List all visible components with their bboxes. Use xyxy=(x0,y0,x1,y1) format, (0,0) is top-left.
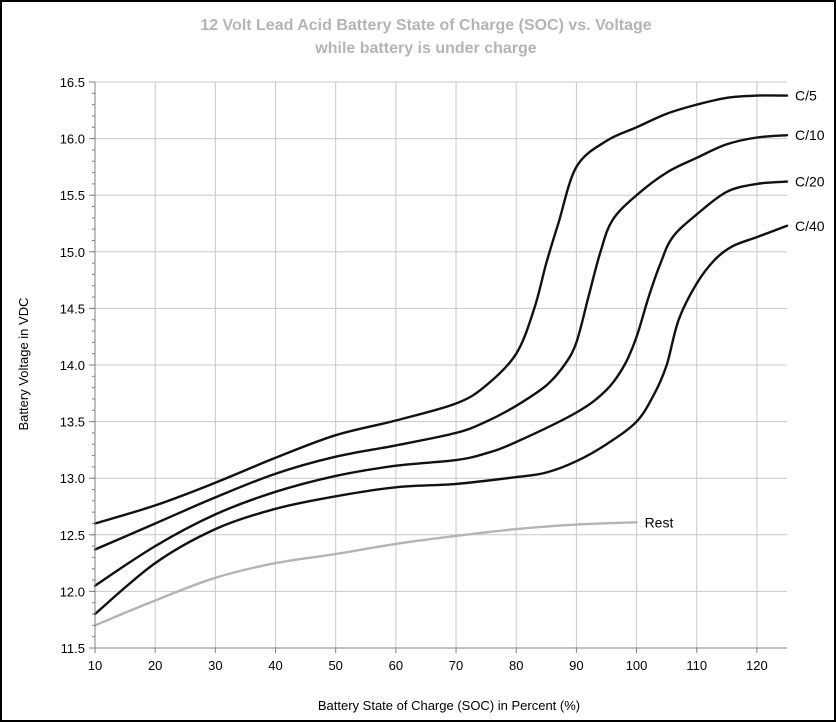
x-tick-label: 120 xyxy=(746,658,768,673)
y-tick-label: 12.5 xyxy=(60,528,85,543)
chart-subtitle: while battery is under charge xyxy=(314,40,537,57)
x-tick-label: 30 xyxy=(208,658,222,673)
series-line-rest xyxy=(93,521,638,627)
x-tick-label: 10 xyxy=(88,658,102,673)
x-tick-label: 80 xyxy=(509,658,523,673)
x-tick-label: 20 xyxy=(148,658,162,673)
series-line-c-20 xyxy=(93,180,789,587)
y-tick-label: 13.5 xyxy=(60,415,85,430)
x-tick-label: 40 xyxy=(268,658,282,673)
y-tick-label: 15.5 xyxy=(60,188,85,203)
y-tick-label: 14.5 xyxy=(60,301,85,316)
x-axis-label: Battery State of Charge (SOC) in Percent… xyxy=(318,698,580,713)
series-line-c-40 xyxy=(93,224,789,616)
series-group: C/5 C/10 C/20 C/40 Rest xyxy=(93,88,825,627)
series-line-c-10 xyxy=(93,134,789,551)
axis-ticks: 10 20 30 40 50 60 70 80 90 100 110 120 11.5 12.0 12.5 1… xyxy=(60,75,768,673)
y-tick-label: 16.0 xyxy=(60,132,85,147)
axes xyxy=(94,82,787,649)
series-label-c-5: C/5 xyxy=(795,88,817,104)
y-tick-label: 15.0 xyxy=(60,245,85,260)
series-label-c-40: C/40 xyxy=(795,218,825,234)
series-label-c-10: C/10 xyxy=(795,127,825,143)
grid xyxy=(94,81,787,649)
y-tick-label: 16.5 xyxy=(60,75,85,90)
y-tick-label: 14.0 xyxy=(60,358,85,373)
x-tick-label: 90 xyxy=(569,658,583,673)
x-tick-label: 100 xyxy=(626,658,648,673)
x-tick-label: 70 xyxy=(449,658,463,673)
series-label-c-20: C/20 xyxy=(795,174,825,190)
x-tick-label: 60 xyxy=(389,658,403,673)
chart-title: 12 Volt Lead Acid Battery State of Charg… xyxy=(200,17,651,34)
y-tick-label: 11.5 xyxy=(61,641,85,656)
x-tick-label: 50 xyxy=(328,658,342,673)
series-line-c-5 xyxy=(93,94,789,525)
y-axis-label: Battery Voltage in VDC xyxy=(16,298,31,431)
y-tick-label: 12.0 xyxy=(60,584,85,599)
y-tick-label: 13.0 xyxy=(60,471,85,486)
x-tick-label: 110 xyxy=(686,658,707,673)
series-label-rest: Rest xyxy=(645,514,674,530)
